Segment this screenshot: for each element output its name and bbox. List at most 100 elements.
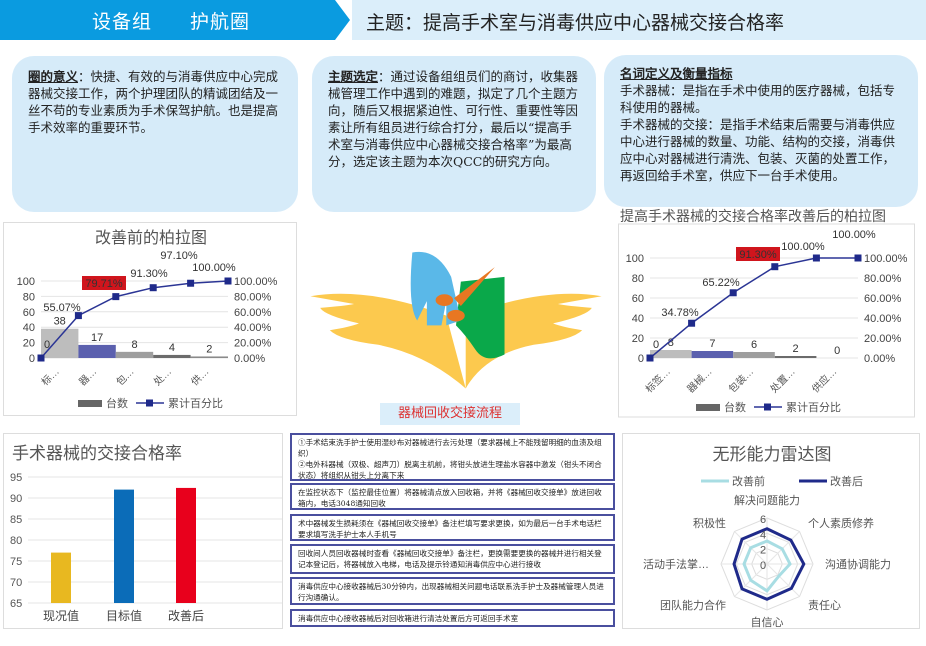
y-tick-label: 95 bbox=[10, 472, 22, 484]
pareto-before-chart: 改善前的柏拉图 0 0.00% 20 20.00% 40 40.00% 60 60.00% 80 8… bbox=[3, 222, 297, 416]
pass-rate-bar-chart: 手术器械的交接合格率 65 70 75 80 85 90 95 现况值 目标值 改善后 bbox=[3, 433, 283, 629]
flow-step-3: 术中器械发生损耗须在《器械回收交接单》备注栏填写要求更换，如为最后一台手术电话栏… bbox=[290, 514, 615, 541]
y-tick-label: 80 bbox=[10, 535, 22, 547]
radar-axis-label: 解决问题能力 bbox=[734, 493, 800, 507]
y-tick-label: 75 bbox=[10, 556, 22, 568]
radar-axis-label: 责任心 bbox=[808, 599, 841, 612]
y-tick-label: 60 bbox=[632, 293, 644, 305]
radar-axis-label: 团队能力合作 bbox=[660, 598, 726, 612]
radar-axis-label: 个人素质修养 bbox=[808, 516, 874, 530]
y-tick-label: 65 bbox=[10, 598, 22, 610]
chart-title: 改善前的柏拉图 bbox=[95, 229, 207, 247]
radar-axis bbox=[766, 563, 800, 597]
bar-value-label: 2 bbox=[206, 343, 212, 355]
y2-tick-label: 60.00% bbox=[234, 307, 272, 319]
card-line: 手术器械：是指在手术中使用的医疗器械，包括专科使用的器械。 bbox=[620, 83, 896, 115]
y-tick-label: 100 bbox=[17, 276, 35, 288]
y2-tick-label: 40.00% bbox=[234, 322, 272, 334]
bar bbox=[114, 489, 134, 603]
flow-step-text: 消毒供应中心接收器械后30分钟内，出现器械相关问题电话联系洗手护士及器械管理人员… bbox=[298, 582, 604, 602]
cumulative-point bbox=[688, 319, 696, 327]
x-tick-label: 包装… bbox=[726, 365, 756, 395]
y2-tick-label: 20.00% bbox=[234, 338, 272, 350]
bar-value-label: 8 bbox=[131, 339, 137, 351]
chart-title: 手术器械的交接合格率 bbox=[12, 444, 182, 463]
bar bbox=[176, 487, 196, 603]
bar bbox=[190, 356, 228, 358]
x-tick-label: 标签… bbox=[643, 365, 673, 395]
highlight-box bbox=[736, 247, 780, 261]
cumulative-label: 100.00% bbox=[781, 241, 825, 253]
cumulative-label: 91.30% bbox=[739, 249, 777, 261]
legend-label: 改善前 bbox=[732, 474, 765, 488]
flow-step-text: 消毒供应中心接收器械后对回收箱进行清洁处置后方可返回手术室 bbox=[298, 614, 519, 623]
cumulative-point bbox=[854, 254, 862, 262]
cumulative-point bbox=[812, 254, 820, 262]
legend-label: 台数 bbox=[724, 400, 746, 414]
card-circle-meaning: 圈的意义：快捷、有效的与消毒供应中心完成器械交接工作，两个护理团队的精诚团结及一… bbox=[12, 56, 298, 212]
flow-step-5: 消毒供应中心接收器械后30分钟内，出现器械相关问题电话联系洗手护士及器械管理人员… bbox=[290, 577, 615, 605]
y2-tick-label: 20.00% bbox=[864, 333, 902, 345]
legend-swatch-count bbox=[78, 400, 102, 407]
legend-label: 累计百分比 bbox=[786, 401, 841, 414]
bar bbox=[650, 350, 692, 358]
bar bbox=[733, 352, 775, 358]
bar-value-label: 38 bbox=[54, 316, 66, 328]
chart-title: 无形能力雷达图 bbox=[713, 445, 832, 464]
bar bbox=[691, 351, 734, 358]
card-heading: 圈的意义 bbox=[28, 69, 79, 84]
flow-step-4: 回收间人员回收器械时查看《器械回收交接单》备注栏，更换需要更换的器械并进行相关登… bbox=[290, 544, 615, 574]
bar-value-label: 6 bbox=[751, 339, 757, 351]
legend-label: 改善后 bbox=[830, 474, 863, 488]
legend-marker bbox=[146, 399, 153, 407]
card-body: ：快捷、有效的与消毒供应中心完成器械交接工作，两个护理团队的精诚团结及一丝不苟的… bbox=[28, 69, 279, 135]
bar bbox=[115, 351, 154, 358]
x-tick-label: 包… bbox=[113, 365, 136, 388]
x-tick-label: 供… bbox=[188, 365, 211, 388]
card-heading: 主题选定 bbox=[328, 69, 379, 84]
legend-label: 台数 bbox=[106, 396, 128, 410]
y2-tick-label: 0.00% bbox=[234, 353, 265, 365]
cumulative-point bbox=[37, 354, 45, 362]
bar-value-label: 8 bbox=[668, 337, 674, 349]
card-body: ：通过设备组组员们的商讨，收集器械管理工作中遇到的难题，拟定了几个主题方向，随后… bbox=[328, 69, 579, 169]
cumulative-label: 97.10% bbox=[160, 250, 198, 262]
x-tick-label: 处置… bbox=[768, 366, 798, 396]
radar-chart: 无形能力雷达图改善前 改善后解决问题能力 个人素质修养沟通协调能力责任心自信心 团队能… bbox=[622, 433, 920, 629]
cumulative-label: 0 bbox=[44, 339, 50, 351]
pareto-after-chart: 提高手术器械的交接合格率改善后的柏拉图 0 0.00% 20 20.00% 40 40.00… bbox=[618, 208, 918, 418]
radar-axis-label: 沟通协调能力 bbox=[825, 557, 891, 571]
cumulative-label: 91.30% bbox=[130, 268, 168, 280]
y-tick-label: 80 bbox=[23, 291, 35, 303]
theme-title: 主题：提高手术室与消毒供应中心器械交接合格率 bbox=[366, 12, 785, 34]
bar bbox=[78, 344, 116, 358]
y-tick-label: 0 bbox=[638, 353, 644, 365]
flow-step-text: 在监控状态下（监控最佳位置）将器械清点放入回收箱，并将《器械回收交接单》放进回收… bbox=[298, 488, 602, 508]
card-theme-selection: 主题选定：通过设备组组员们的商讨，收集器械管理工作中遇到的难题，拟定了几个主题方… bbox=[312, 56, 596, 212]
y2-tick-label: 60.00% bbox=[864, 293, 902, 305]
y2-tick-label: 0.00% bbox=[864, 353, 895, 365]
flow-step-text: ①手术结束洗手护士使用湿纱布对器械进行去污处理（要求器械上不能残留明细的血渍及组… bbox=[298, 438, 602, 480]
bar bbox=[51, 552, 71, 603]
cumulative-line bbox=[40, 280, 229, 359]
y-tick-label: 20 bbox=[632, 333, 644, 345]
y-tick-label: 40 bbox=[632, 313, 644, 325]
y-tick-label: 85 bbox=[10, 514, 22, 526]
flow-step-1: ①手术结束洗手护士使用湿纱布对器械进行去污处理（要求器械上不能残留明细的血渍及组… bbox=[290, 433, 615, 481]
cumulative-label: 65.22% bbox=[702, 277, 740, 289]
x-tick-label: 现况值 bbox=[43, 608, 79, 623]
y-tick-label: 90 bbox=[10, 493, 22, 505]
bar bbox=[153, 354, 191, 358]
flow-step-text: 术中器械发生损耗须在《器械回收交接单》备注栏填写要求更换，如为最后一台手术电话栏… bbox=[298, 519, 602, 539]
radar-axis-label: 积极性 bbox=[693, 516, 726, 530]
cumulative-point bbox=[224, 277, 232, 285]
legend-marker bbox=[764, 403, 771, 411]
y-tick-label: 100 bbox=[626, 253, 644, 265]
radar-axis-label: 自信心 bbox=[751, 616, 784, 629]
y2-tick-label: 80.00% bbox=[864, 273, 902, 285]
chart-title: 提高手术器械的交接合格率改善后的柏拉图 bbox=[620, 208, 886, 224]
x-tick-label: 改善后 bbox=[168, 608, 204, 623]
radar-tick-label: 4 bbox=[760, 529, 766, 541]
circle-name: 护航圈 bbox=[190, 11, 251, 33]
bar-value-label: 4 bbox=[169, 342, 175, 354]
